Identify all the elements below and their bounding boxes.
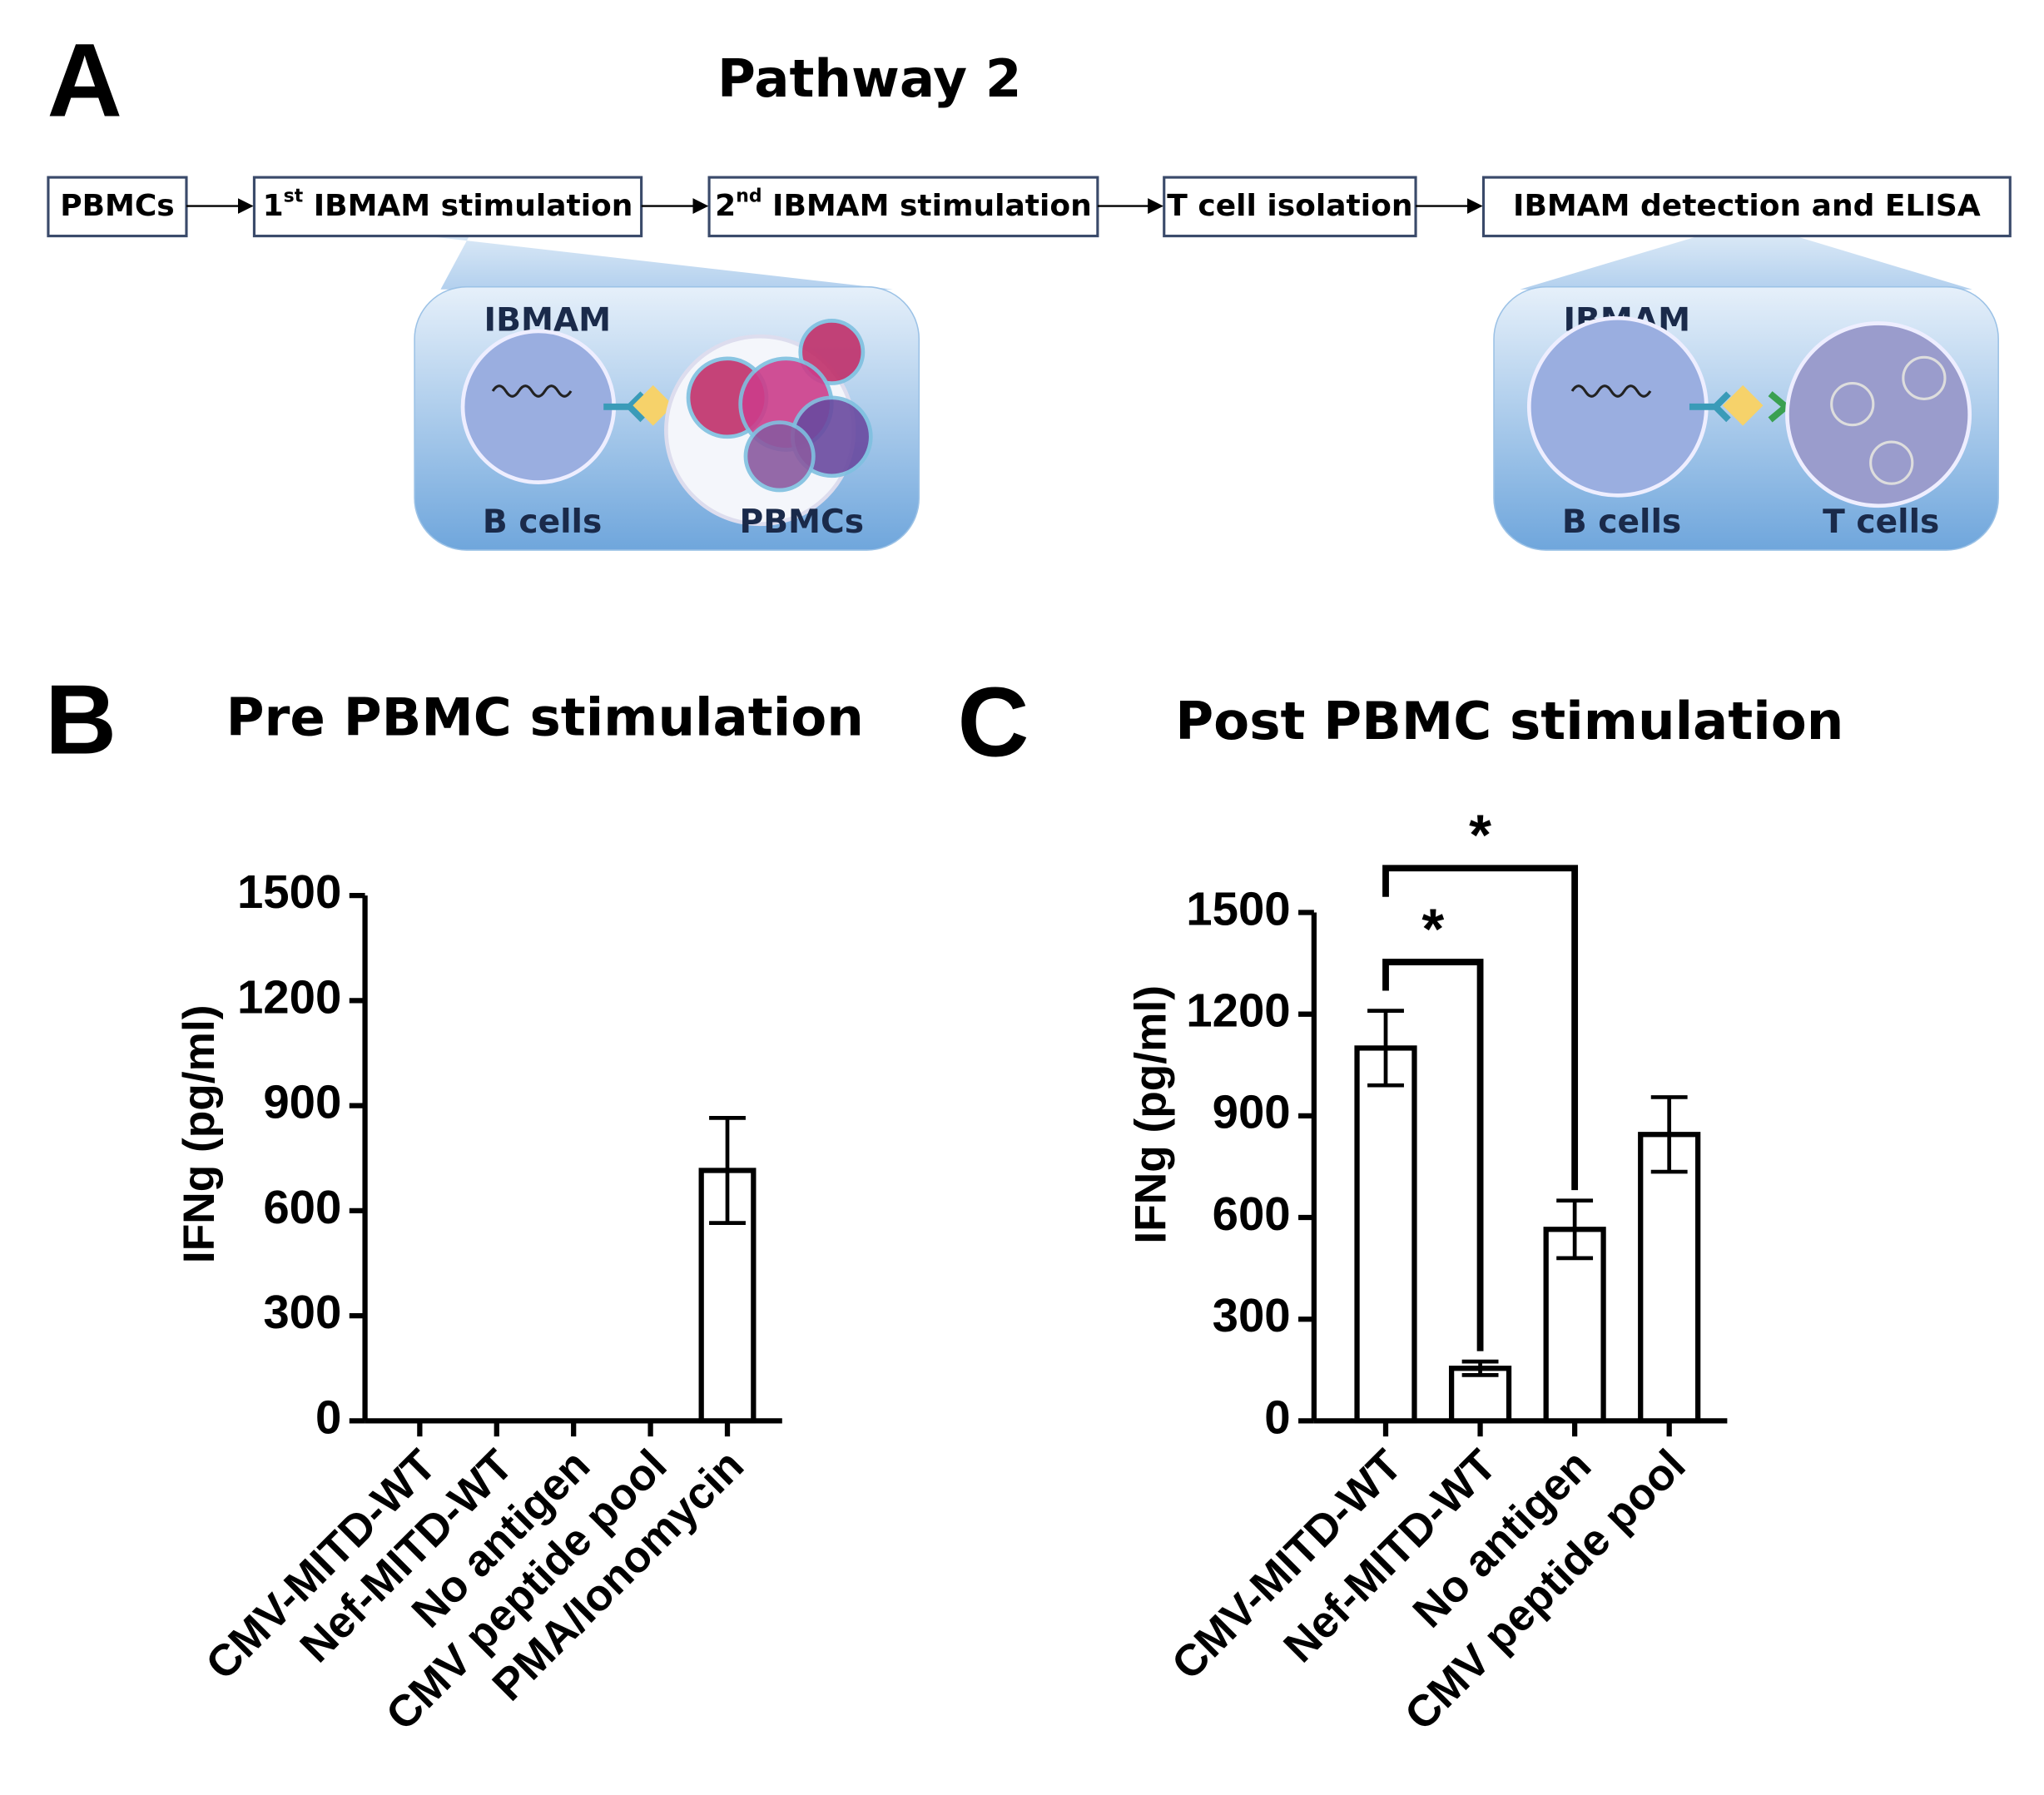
significance-label: *: [1469, 803, 1491, 867]
step-text: PBMCs: [60, 189, 175, 223]
step-text: IBMAM stimulation: [314, 189, 633, 223]
dna: [1570, 384, 1652, 398]
b-cell: [1526, 315, 1709, 498]
y-tick-label: 1500: [237, 865, 341, 918]
pbmc: [743, 420, 816, 493]
y-tick-label: 600: [1213, 1188, 1291, 1240]
step-label: 2nd IBMAM stimulation: [715, 186, 1092, 224]
chart-title: Post PBMC stimulation: [1175, 691, 1843, 751]
significance-bracket: [1382, 865, 1579, 1191]
step-label: IBMAM detection and ELISA: [1513, 189, 1981, 223]
step-box: [1163, 176, 1417, 238]
step-number: 2: [715, 189, 736, 223]
panel-label: C: [958, 667, 1029, 778]
error-bar: [1650, 1095, 1688, 1174]
vesicle: [1869, 440, 1914, 485]
y-tick-label: 0: [1264, 1391, 1290, 1443]
inset-label: PBMCs: [740, 503, 865, 541]
y-tick-label: 0: [315, 1391, 341, 1443]
step-box: [47, 176, 188, 238]
y-tick-label: 300: [263, 1286, 341, 1338]
step-text: IBMAM stimulation: [772, 189, 1092, 223]
bar: [1354, 1045, 1417, 1424]
panel-label: A: [47, 22, 123, 139]
step-box: [707, 176, 1099, 238]
receptor: [603, 391, 645, 423]
significance-bracket: [1382, 959, 1484, 1351]
step-label: 1st IBMAM stimulation: [263, 186, 633, 224]
step-text: IBMAM detection and ELISA: [1513, 189, 1981, 223]
t-cell: [1785, 321, 1972, 508]
error-bar: [1556, 1198, 1594, 1261]
bar: [1638, 1132, 1701, 1424]
antigen: [1722, 384, 1764, 426]
inset-label: T cells: [1823, 503, 1939, 541]
inset-connector: [426, 236, 893, 290]
y-axis-label: IFNg (pg/ml): [175, 1005, 224, 1264]
step-label: PBMCs: [60, 189, 175, 223]
y-tick-label: 600: [263, 1181, 341, 1233]
error-bar: [1367, 1009, 1404, 1088]
step-superscript: nd: [736, 186, 762, 207]
panel-label: B: [45, 665, 117, 776]
significance-label: *: [1421, 897, 1444, 961]
error-bar: [1461, 1359, 1499, 1377]
step-box: [1481, 176, 2012, 238]
y-tick-label: 900: [1213, 1086, 1291, 1138]
error-bar: [709, 1116, 746, 1225]
chart-title: Pre PBMC stimulation: [226, 687, 864, 747]
step-number: 1: [263, 189, 284, 223]
vesicle: [1830, 382, 1875, 427]
step-space: [762, 189, 773, 223]
step-text: T cell isolation: [1167, 189, 1412, 223]
step-box: [252, 176, 643, 238]
step-superscript: st: [284, 186, 304, 207]
inset-connector: [1520, 236, 1972, 290]
y-tick-label: 900: [263, 1076, 341, 1128]
y-tick-label: 300: [1213, 1289, 1291, 1341]
y-axis-label: IFNg (pg/ml): [1126, 985, 1175, 1244]
diagram-title: Pathway 2: [717, 48, 1021, 109]
inset-label: B cells: [483, 503, 602, 541]
receptor: [1689, 391, 1731, 423]
b-cell: [460, 329, 617, 484]
y-tick-label: 1200: [237, 970, 341, 1023]
step-label: T cell isolation: [1167, 189, 1412, 223]
step-space: [303, 189, 314, 223]
antigen: [633, 384, 674, 426]
y-tick-label: 1200: [1186, 984, 1290, 1037]
vesicle: [1902, 355, 1947, 400]
inset-label: B cells: [1562, 503, 1681, 541]
y-tick-label: 1500: [1186, 882, 1290, 935]
dna: [491, 384, 573, 398]
